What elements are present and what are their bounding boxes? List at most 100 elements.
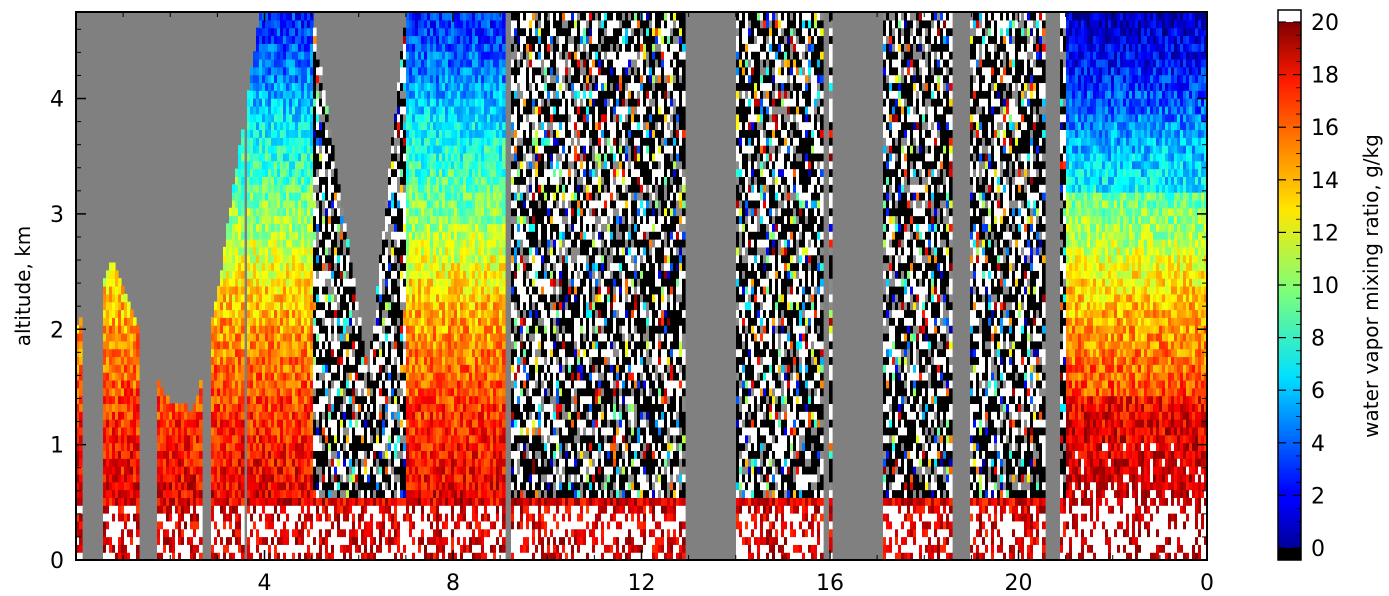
heatmap-cell: [157, 380, 161, 388]
heatmap-cell: [337, 192, 341, 200]
heatmap-cell: [241, 349, 245, 357]
heatmap-cell: [241, 435, 245, 443]
heatmap-cell: [349, 270, 353, 278]
heatmap-cell: [133, 317, 137, 325]
heatmap-cell: [199, 513, 203, 521]
heatmap-cell: [325, 122, 329, 130]
heatmap-cell: [316, 59, 320, 67]
heatmap-cell: [241, 443, 245, 451]
heatmap-cell: [241, 450, 245, 458]
heatmap-cell: [199, 490, 203, 498]
heatmap-cell: [325, 106, 329, 114]
heatmap-cell: [136, 474, 140, 482]
heatmap-cell: [79, 529, 83, 537]
heatmap-cell: [319, 82, 323, 90]
heatmap-cell: [79, 419, 83, 427]
heatmap-cell: [241, 137, 245, 145]
heatmap-cell: [241, 192, 245, 200]
heatmap-cell: [319, 75, 323, 83]
heatmap-cell: [199, 505, 203, 513]
heatmap-cell: [355, 302, 359, 310]
heatmap-cell: [79, 380, 83, 388]
heatmap-cell: [79, 364, 83, 372]
heatmap-cell: [199, 419, 203, 427]
heatmap-cell: [79, 443, 83, 451]
heatmap-cell: [241, 208, 245, 216]
heatmap-cell: [241, 129, 245, 137]
heatmap-cell: [241, 513, 245, 521]
heatmap-cell: [343, 223, 347, 231]
heatmap-cell: [241, 184, 245, 192]
heatmap-cell: [340, 208, 344, 216]
heatmap-cell: [130, 309, 134, 317]
heatmap-cell: [199, 380, 203, 388]
heatmap-cell: [241, 278, 245, 286]
heatmap-cell: [361, 349, 365, 357]
heatmap-cell: [79, 474, 83, 482]
heatmap-cell: [136, 372, 140, 380]
heatmap-cell: [199, 388, 203, 396]
heatmap-cell: [313, 43, 317, 51]
heatmap-cell: [331, 161, 335, 169]
heatmap-cell: [136, 544, 140, 552]
heatmap-cell: [199, 474, 203, 482]
heatmap-cell: [136, 450, 140, 458]
heatmap-cell: [124, 294, 128, 302]
heatmap-cell: [241, 302, 245, 310]
heatmap-cell: [241, 341, 245, 349]
heatmap-cell: [241, 458, 245, 466]
heatmap-cell: [79, 411, 83, 419]
heatmap-cell: [79, 537, 83, 545]
heatmap-cell: [79, 482, 83, 490]
heatmap-cell: [358, 333, 362, 341]
heatmap-cell: [364, 364, 368, 372]
heatmap-cell: [325, 114, 329, 122]
heatmap-cell: [121, 286, 125, 294]
heatmap-cell: [241, 466, 245, 474]
heatmap-cell: [241, 356, 245, 364]
heatmap-cell: [199, 466, 203, 474]
heatmap-cell: [352, 278, 356, 286]
heatmap-cell: [127, 302, 131, 310]
heatmap-cell: [313, 28, 317, 36]
heatmap-cell: [346, 239, 350, 247]
heatmap-cell: [112, 263, 116, 271]
heatmap-cell: [79, 544, 83, 552]
heatmap-cell: [136, 341, 140, 349]
heatmap-cell: [241, 411, 245, 419]
heatmap-cell: [115, 270, 119, 278]
heatmap-cell: [241, 419, 245, 427]
heatmap-cell: [241, 317, 245, 325]
heatmap-cell: [79, 341, 83, 349]
heatmap-cell: [199, 497, 203, 505]
heatmap-cell: [241, 223, 245, 231]
heatmap-cell: [346, 247, 350, 255]
heatmap-cell: [349, 263, 353, 271]
heatmap-cell: [199, 411, 203, 419]
heatmap-cell: [79, 388, 83, 396]
heatmap-cell: [136, 325, 140, 333]
heatmap-cell: [136, 356, 140, 364]
heatmap-cell: [241, 294, 245, 302]
heatmap-cell: [79, 427, 83, 435]
heatmap-cell: [337, 184, 341, 192]
heatmap-cell: [241, 537, 245, 545]
heatmap-cell: [136, 435, 140, 443]
heatmap-cell: [331, 145, 335, 153]
heatmap-cell: [136, 482, 140, 490]
heatmap-cell: [241, 482, 245, 490]
heatmap-cell: [199, 482, 203, 490]
heatmap-cell: [241, 490, 245, 498]
heatmap-cell: [328, 129, 332, 137]
heatmap-cell: [322, 90, 326, 98]
heatmap-cell: [352, 294, 356, 302]
heatmap-cell: [136, 537, 140, 545]
heatmap-cell: [79, 396, 83, 404]
heatmap-cell: [241, 396, 245, 404]
heatmap-cell: [136, 349, 140, 357]
heatmap-cell: [310, 20, 314, 28]
heatmap-cell: [343, 231, 347, 239]
heatmap-cell: [241, 176, 245, 184]
heatmap-cell: [199, 521, 203, 529]
